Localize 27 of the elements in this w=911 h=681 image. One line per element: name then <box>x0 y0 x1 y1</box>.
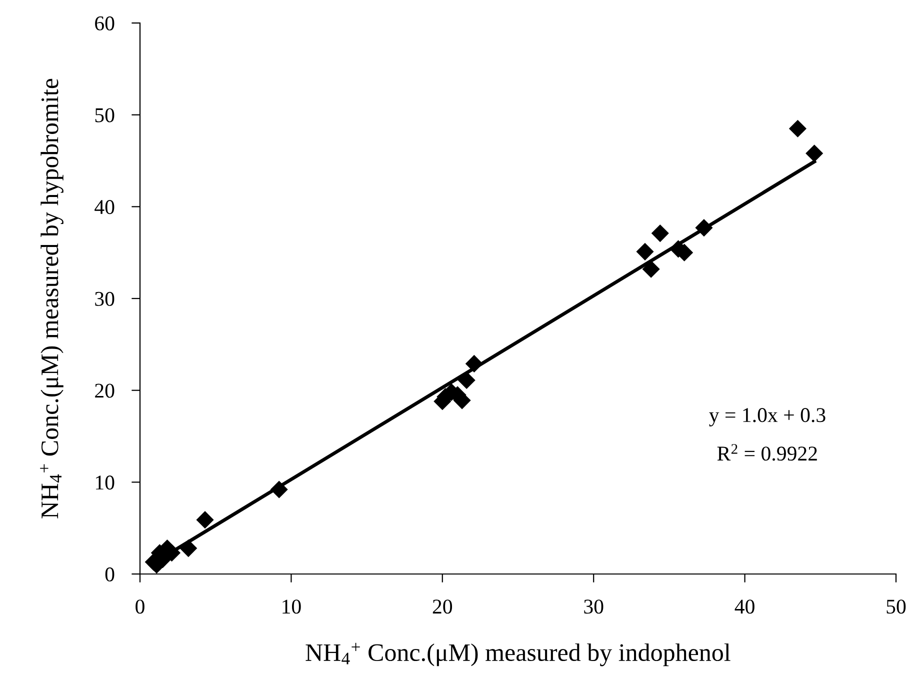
annotation: R$^{2}$ = 0.9922 <box>717 444 817 461</box>
x-tick-label: 40 <box>734 600 754 614</box>
x-tick-label: 50 <box>886 600 906 614</box>
x-axis-title: NH$_{4}$$^{+}$ Conc.(μM) measured by indophenol <box>306 642 730 666</box>
y-tick-label: 50 <box>95 108 114 122</box>
point <box>651 224 669 242</box>
y-tick-label: 10 <box>96 476 114 490</box>
y-axis-title: NH$_{4}$$^{+}$ Conc.(μM) measured by hypobromite <box>40 78 64 518</box>
x-tick-label: 20 <box>432 600 452 614</box>
point <box>642 260 660 278</box>
x-tick-label: 0 <box>136 600 144 614</box>
y-tick-label: 40 <box>94 200 114 214</box>
y-tick-label: 20 <box>95 384 114 398</box>
point <box>788 120 807 138</box>
point <box>695 219 713 237</box>
y-tick-label: 60 <box>95 16 114 30</box>
point <box>196 511 214 529</box>
point <box>465 354 483 372</box>
point <box>270 480 288 498</box>
point <box>636 242 654 260</box>
x-tick-label: 30 <box>584 600 604 614</box>
point <box>806 144 824 162</box>
annotation: y = 1.0x + 0.3 <box>709 408 826 426</box>
y-tick-label: 0 <box>105 567 114 582</box>
point <box>180 540 198 558</box>
y-tick-label: 30 <box>95 292 114 306</box>
x-tick-label: 10 <box>282 600 301 614</box>
